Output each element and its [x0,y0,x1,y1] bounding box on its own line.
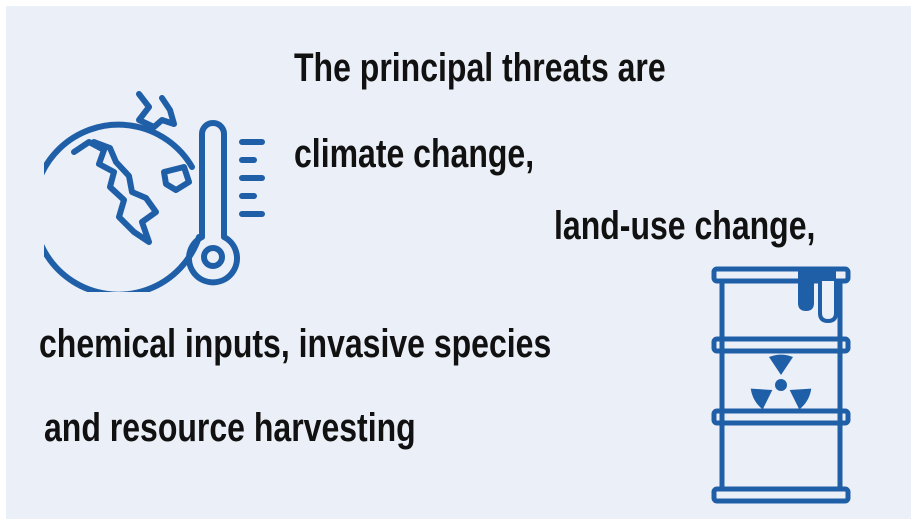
headline-line-4: chemical inputs, invasive species [39,322,552,366]
headline-line-2: climate change, [294,132,535,176]
infographic-panel: The principal threats are climate change… [6,6,911,519]
headline-line-3: land-use change, [554,204,816,248]
headline-line-5: and resource harvesting [44,406,416,450]
radioactive-barrel-icon [711,266,851,504]
globe-thermometer-icon [44,91,265,292]
headline-line-1: The principal threats are [294,46,666,90]
